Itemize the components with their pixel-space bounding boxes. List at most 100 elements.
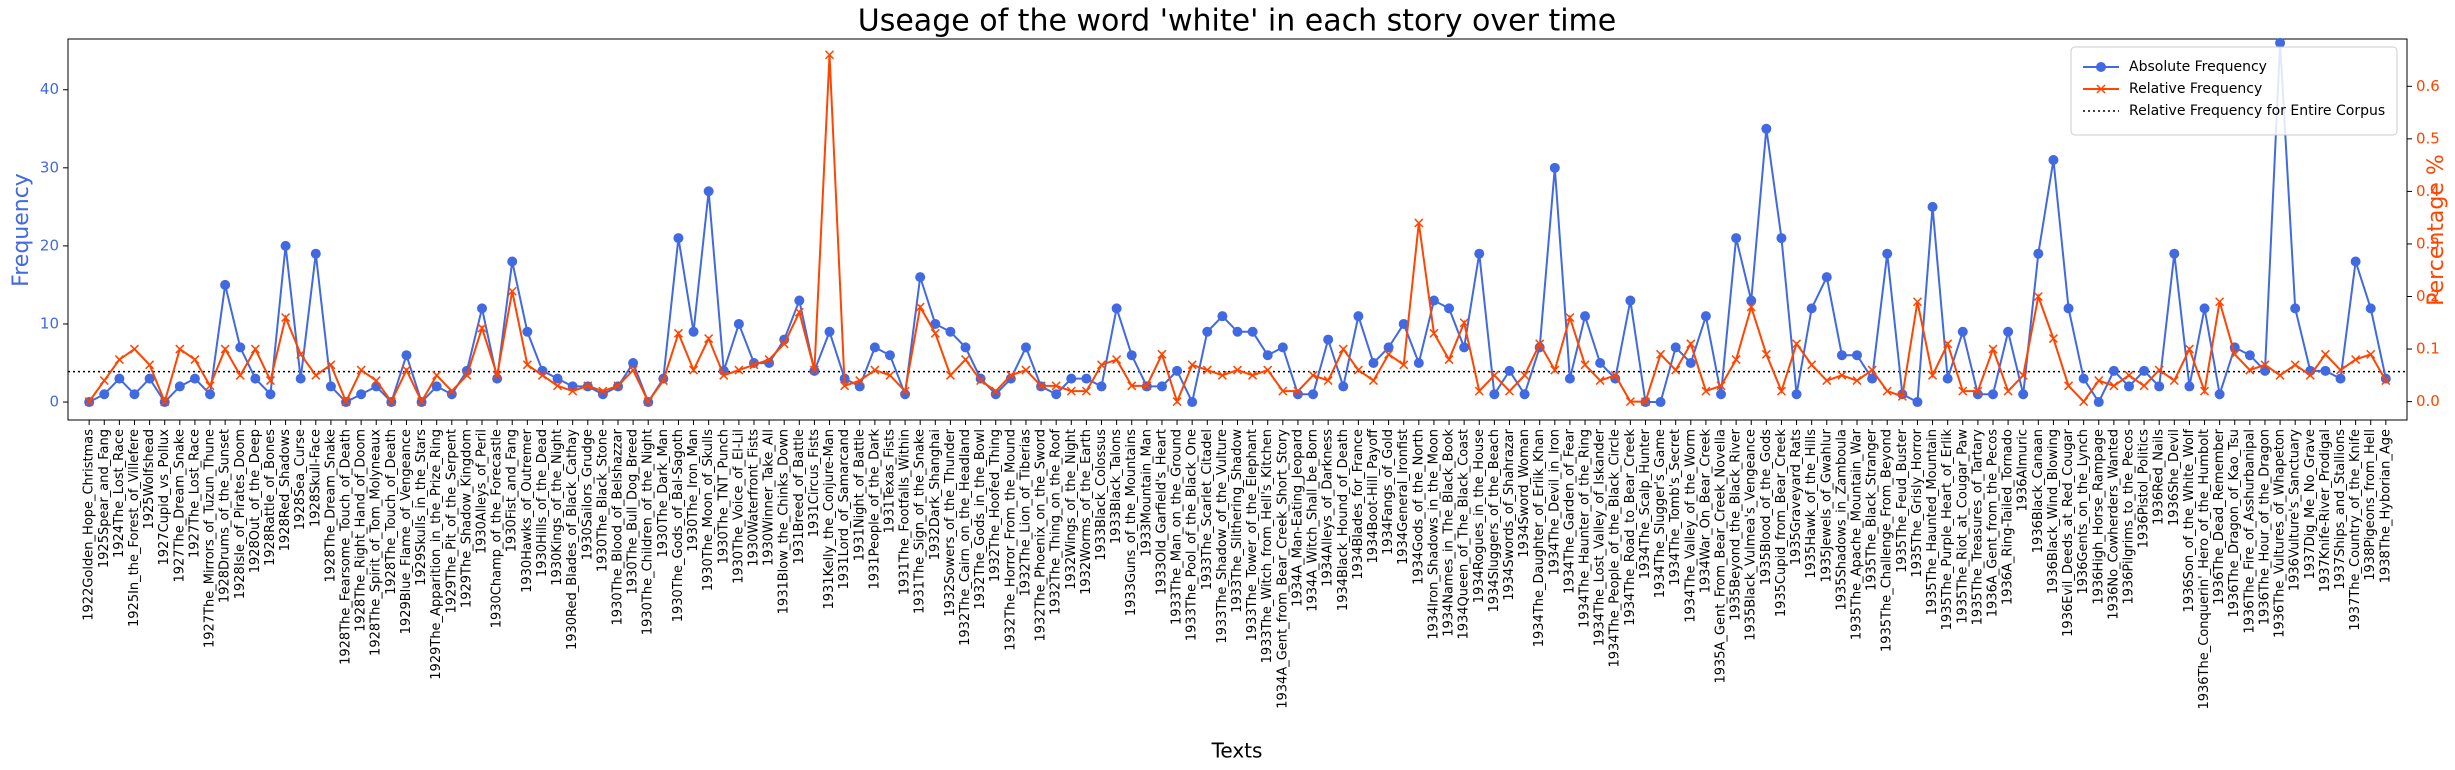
point-marker (2184, 344, 2194, 354)
x-tick-label: 1932The_Horror_From_the_Mound (1003, 429, 1018, 651)
x-tick-label: 1932The_Phoenix_on_the_Sword (1034, 429, 1049, 642)
x-tick-label: 1933Old_Garfield's_Heart (1154, 429, 1169, 595)
x-tick-label: 1927The_Mirrors_of_Tuzun_Thune (203, 429, 218, 648)
point-marker (1580, 311, 1591, 322)
x-tick-label: 1933The_Witch_from_Hell's_Kitchen (1260, 429, 1275, 663)
y-tick-label: 40 (40, 80, 59, 98)
x-tick-label: 1934The_Haunter_of_the_Ring (1578, 429, 1593, 628)
x-tick-label: 1928Rattle_of_Bones (263, 429, 278, 566)
x-tick-label: 1930The_Blood_of_Belshazzar (610, 428, 625, 625)
x-tick-label: 1928Drums_of_the_Sunset (218, 429, 233, 603)
point-marker (1096, 360, 1107, 370)
x-tick-label: 1938Pigeons_from_Hell (2363, 429, 2378, 581)
x-tick-label: 1928Red_Shadows (278, 429, 293, 552)
point-marker (1127, 381, 1137, 391)
point-marker (598, 386, 608, 396)
x-tick-label: 1934Gods_of_the_North (1411, 429, 1426, 585)
point-marker (447, 386, 457, 396)
point-marker (522, 326, 533, 337)
x-tick-label: 1932The_Gods_in_the_Bowl (973, 429, 988, 610)
point-marker (2124, 370, 2134, 380)
x-tick-label: 1934The_Tomb's_Secret (1668, 429, 1683, 586)
point-marker (689, 365, 699, 375)
x-tick-label: 1934The_People_of_the_Black_Circle (1608, 429, 1623, 668)
point-marker (1338, 344, 1348, 354)
point-marker (1928, 370, 1938, 380)
x-tick-label: 1932Worms_of_the_Earth (1079, 429, 1094, 595)
point-marker (1943, 339, 1953, 349)
point-marker (326, 360, 336, 370)
point-marker (1112, 355, 1122, 365)
x-tick-label: 1933Mountain_Man (1139, 429, 1154, 557)
x-tick-label: 1935The_Haunted_Mountain (1925, 429, 1940, 615)
x-tick-label: 1934The_Scalp_Hunter (1638, 428, 1653, 579)
x-tick-label: 1928Skull-Face (308, 429, 323, 527)
point-marker (1066, 386, 1076, 396)
x-tick-label: 1934General_Ironfist (1396, 429, 1411, 565)
x-tick-label: 1934A_Man-Eating_Jeopard (1290, 429, 1305, 607)
point-marker (2366, 349, 2376, 359)
point-marker (1519, 389, 1530, 400)
point-marker (884, 350, 895, 361)
point-marker (2108, 365, 2119, 376)
point-marker (386, 397, 396, 407)
y2-tick-label: 0.4 (2416, 182, 2440, 200)
x-tick-label: 1937The_Country_of_the_Knife (2348, 429, 2363, 631)
x-tick-label: 1935Graveyard_Rats (1789, 429, 1804, 565)
point-marker (1142, 381, 1152, 391)
point-marker (1399, 360, 1409, 370)
point-marker (2064, 381, 2074, 391)
point-marker (1459, 342, 1470, 353)
x-tick-label: 1935Black_Vulmea's_Vengeance (1744, 429, 1759, 641)
x-tick-label: 1936Almuric (2016, 429, 2031, 512)
legend-label: Relative Frequency (2129, 81, 2262, 97)
point-marker (99, 376, 109, 386)
point-marker (1368, 358, 1379, 369)
point-marker (1489, 389, 1500, 400)
x-tick-label: 1930The_Iron_Man (686, 429, 701, 552)
point-marker (734, 365, 744, 375)
point-marker (1444, 355, 1454, 365)
point-marker (1655, 397, 1666, 408)
point-marker (2003, 386, 2013, 396)
point-marker (1338, 381, 1349, 392)
point-marker (1806, 303, 1817, 314)
x-tick-label: 1934Boot-Hill_Payoff (1366, 428, 1381, 564)
point-marker (1731, 233, 1742, 244)
point-marker (477, 323, 487, 333)
point-marker (265, 389, 276, 400)
x-tick-label: 1933The_Scarlet_Citadel (1200, 429, 1215, 590)
point-marker (1731, 355, 1741, 365)
point-marker (1822, 376, 1832, 386)
x-tick-label: 1937Knife-River_Prodigal (2318, 429, 2333, 592)
point-marker (1384, 349, 1394, 359)
x-tick-label: 1936The_Dragon_of_Kao_Tsu (2227, 429, 2242, 618)
x-tick-label: 1935The_Riot_at_Cougar_Paw (1955, 429, 1970, 624)
point-marker (205, 389, 216, 400)
point-marker (84, 397, 94, 407)
point-marker (250, 373, 261, 384)
x-tick-label: 1930The_Dark_Man (656, 429, 671, 558)
x-tick-label: 1930Alleys_of_Peril (475, 429, 490, 554)
point-marker (1308, 370, 1318, 380)
point-marker (522, 360, 532, 370)
point-marker (2214, 389, 2225, 400)
point-marker (2139, 381, 2149, 391)
point-marker (794, 295, 805, 306)
x-tick-label: 1936Gents_on_the_Lynch (2076, 429, 2091, 595)
x-tick-label: 1936Son_of_the_White_Wolf (2182, 429, 2197, 613)
x-tick-label: 1932The_Hoofed_Thing (988, 429, 1003, 582)
point-marker (915, 302, 925, 312)
point-marker (1293, 386, 1303, 396)
point-marker (1897, 391, 1907, 401)
point-marker (99, 389, 110, 400)
point-marker (1791, 389, 1802, 400)
point-marker (1942, 373, 1953, 384)
point-marker (2184, 381, 2195, 392)
point-marker (2335, 373, 2346, 384)
x-tick-label: 1936The_Fire_of_Asshurbanipal (2242, 429, 2257, 634)
x-tick-label: 1931Texas_Fists (882, 429, 897, 534)
point-marker (2169, 248, 2180, 259)
point-marker (371, 376, 381, 386)
x-tick-label: 1928The_Fearsome_Touch_of_Death (339, 429, 354, 665)
